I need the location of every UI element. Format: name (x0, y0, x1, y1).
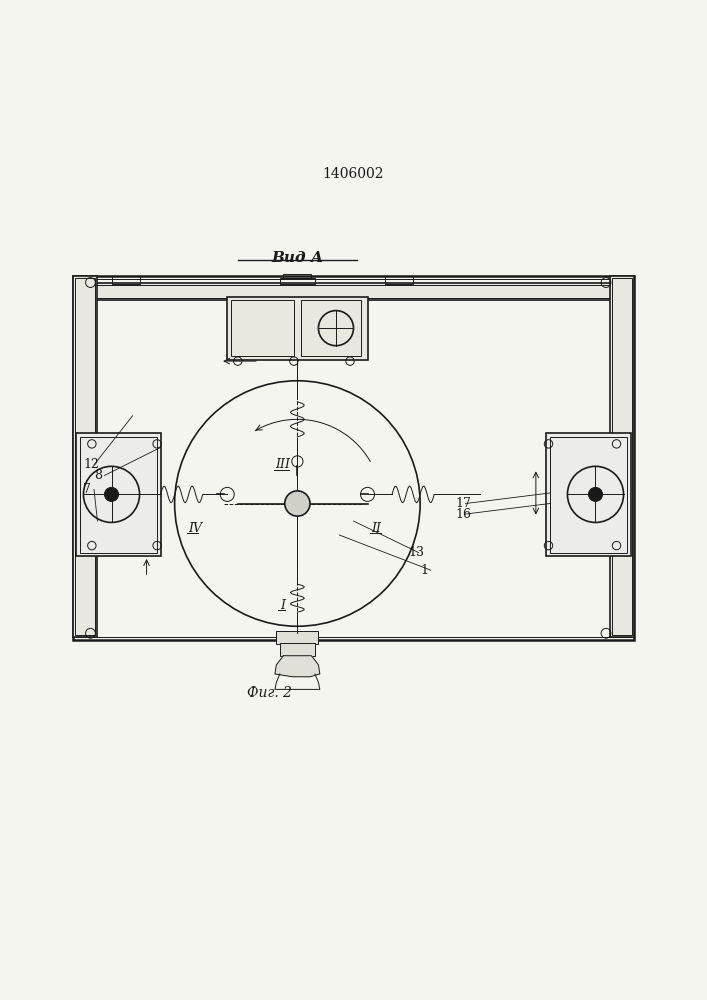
Text: Вид А: Вид А (271, 251, 324, 265)
Circle shape (285, 491, 310, 516)
Bar (280, 643, 315, 656)
Bar (284, 274, 311, 278)
Bar (550, 437, 627, 553)
Bar (230, 300, 294, 356)
Text: Фиг. 2: Фиг. 2 (247, 686, 292, 700)
Bar (73, 276, 98, 637)
Bar (609, 276, 634, 637)
Bar (112, 276, 139, 284)
Text: 17: 17 (455, 497, 471, 510)
Text: 12: 12 (83, 458, 99, 471)
Bar (80, 437, 157, 553)
Bar (301, 300, 361, 356)
Bar (612, 278, 632, 635)
Text: IV: IV (189, 522, 203, 535)
Circle shape (588, 487, 602, 501)
Bar (227, 297, 368, 360)
Text: 1406002: 1406002 (323, 167, 384, 181)
Bar (547, 433, 631, 556)
Text: 7: 7 (83, 483, 91, 496)
Text: 16: 16 (455, 508, 471, 521)
Polygon shape (275, 656, 320, 677)
Text: 13: 13 (408, 546, 424, 559)
Bar (83, 283, 624, 300)
Bar (76, 279, 631, 637)
Bar (385, 276, 413, 284)
Text: II: II (371, 522, 381, 535)
Bar (75, 278, 95, 635)
Bar (73, 276, 634, 640)
Bar (276, 631, 318, 644)
Text: 1: 1 (420, 564, 428, 577)
Bar (90, 285, 617, 298)
Text: I: I (280, 599, 285, 612)
Text: 8: 8 (94, 469, 102, 482)
Bar (76, 433, 160, 556)
Bar (280, 278, 315, 284)
Text: III: III (275, 458, 290, 471)
Circle shape (105, 487, 119, 501)
